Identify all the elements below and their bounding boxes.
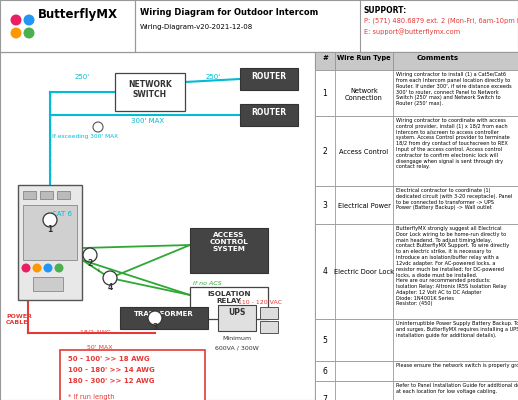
Bar [315,52,518,70]
Bar [190,287,268,319]
Text: 600VA / 300W: 600VA / 300W [215,345,259,350]
Bar [57,191,70,199]
Circle shape [83,248,97,262]
Text: POWER
CABLE: POWER CABLE [6,314,32,325]
Text: E: support@butterflymx.com: E: support@butterflymx.com [364,28,460,35]
Text: 1: 1 [47,224,53,234]
Text: 180 - 300' >> 12 AWG: 180 - 300' >> 12 AWG [68,378,154,384]
Text: ButterflyMX: ButterflyMX [38,8,118,21]
Bar [315,381,518,400]
Text: Electrical Power: Electrical Power [338,202,391,208]
Bar [315,70,518,116]
Text: Comments: Comments [417,55,459,61]
Circle shape [148,311,162,325]
Text: ButterflyMX strongly suggest all Electrical
Door Lock wiring to be home-run dire: ButterflyMX strongly suggest all Electri… [396,226,509,306]
Text: NETWORK
SWITCH: NETWORK SWITCH [128,80,172,99]
Bar [240,68,298,90]
Text: Wiring contractor to install (1) a Cat5e/Cat6
from each Intercom panel location : Wiring contractor to install (1) a Cat5e… [396,72,512,106]
Text: 4: 4 [107,282,112,292]
Text: 3: 3 [323,201,327,210]
Bar [40,191,53,199]
Text: Please ensure the network switch is properly grounded.: Please ensure the network switch is prop… [396,363,518,368]
Text: 4: 4 [323,268,327,276]
Text: Access Control: Access Control [339,148,388,154]
Text: 50' MAX: 50' MAX [87,345,113,350]
Bar [260,307,278,319]
Bar [0,0,135,52]
Text: TRANSFORMER: TRANSFORMER [134,311,194,317]
Text: 18/2 AWG: 18/2 AWG [80,330,111,335]
Text: 3: 3 [152,322,157,332]
Text: 5: 5 [323,336,327,345]
Bar [315,52,518,400]
Text: ROUTER: ROUTER [251,108,286,117]
Text: #: # [322,55,328,61]
Text: 300' MAX: 300' MAX [132,118,165,124]
Bar [218,305,256,331]
Bar [23,191,36,199]
Bar [315,116,518,186]
Text: Network
Connection: Network Connection [345,88,383,101]
Text: Minimum: Minimum [222,336,252,341]
Text: 250': 250' [75,74,90,80]
Bar [315,361,518,381]
Bar [23,205,77,260]
Text: UPS: UPS [228,308,246,317]
Bar [60,350,205,400]
Text: Electric Door Lock: Electric Door Lock [334,269,394,275]
Text: 100 - 180' >> 14 AWG: 100 - 180' >> 14 AWG [68,367,155,373]
Text: 50 - 100' >> 18 AWG: 50 - 100' >> 18 AWG [68,356,150,362]
Text: 2: 2 [323,147,327,156]
Text: Wiring-Diagram-v20-2021-12-08: Wiring-Diagram-v20-2021-12-08 [140,24,253,30]
Bar [33,277,63,291]
Circle shape [22,264,31,272]
Circle shape [43,213,57,227]
Text: 6: 6 [323,367,327,376]
Bar [315,319,518,361]
Text: 1: 1 [323,89,327,98]
Text: * If run length: * If run length [68,394,114,400]
Bar [315,224,518,319]
Text: 110 - 120 VAC: 110 - 120 VAC [238,300,282,305]
Circle shape [93,122,103,132]
Text: Electrical contractor to coordinate (1)
dedicated circuit (with 3-20 receptacle): Electrical contractor to coordinate (1) … [396,188,512,210]
Text: Wiring contractor to coordinate with access
control provider, install (1) x 18/2: Wiring contractor to coordinate with acc… [396,118,510,169]
Text: Refer to Panel Installation Guide for additional details. Leave 6" service loop
: Refer to Panel Installation Guide for ad… [396,383,518,394]
Circle shape [44,264,52,272]
Text: i: i [97,268,99,273]
Circle shape [10,14,22,26]
Circle shape [33,264,41,272]
Bar [240,104,298,126]
Text: ROUTER: ROUTER [251,72,286,81]
Text: SUPPORT:: SUPPORT: [364,6,407,15]
Bar [315,186,518,224]
Bar [120,307,208,329]
Bar [115,73,185,111]
Text: If no ACS: If no ACS [193,281,222,286]
Circle shape [54,264,64,272]
Circle shape [10,28,22,38]
Text: Uninterruptible Power Supply Battery Backup. To prevent voltage drops
and surges: Uninterruptible Power Supply Battery Bac… [396,321,518,338]
Text: P: (571) 480.6879 ext. 2 (Mon-Fri, 6am-10pm EST): P: (571) 480.6879 ext. 2 (Mon-Fri, 6am-1… [364,17,518,24]
Text: 250': 250' [206,74,221,80]
Circle shape [23,14,35,26]
Text: ISOLATION
RELAY: ISOLATION RELAY [207,291,251,304]
Text: 7: 7 [323,396,327,400]
Bar [260,321,278,333]
Bar [0,0,518,52]
Bar [190,228,268,273]
Bar [18,185,82,300]
Circle shape [103,271,117,285]
Bar [0,52,315,400]
Text: 2: 2 [88,260,93,268]
Text: If exceeding 300' MAX: If exceeding 300' MAX [52,134,118,139]
Text: CAT 6: CAT 6 [52,211,72,217]
Circle shape [23,28,35,38]
Text: Wire Run Type: Wire Run Type [337,55,391,61]
Text: ACCESS
CONTROL
SYSTEM: ACCESS CONTROL SYSTEM [210,232,248,252]
Text: Wiring Diagram for Outdoor Intercom: Wiring Diagram for Outdoor Intercom [140,8,318,17]
